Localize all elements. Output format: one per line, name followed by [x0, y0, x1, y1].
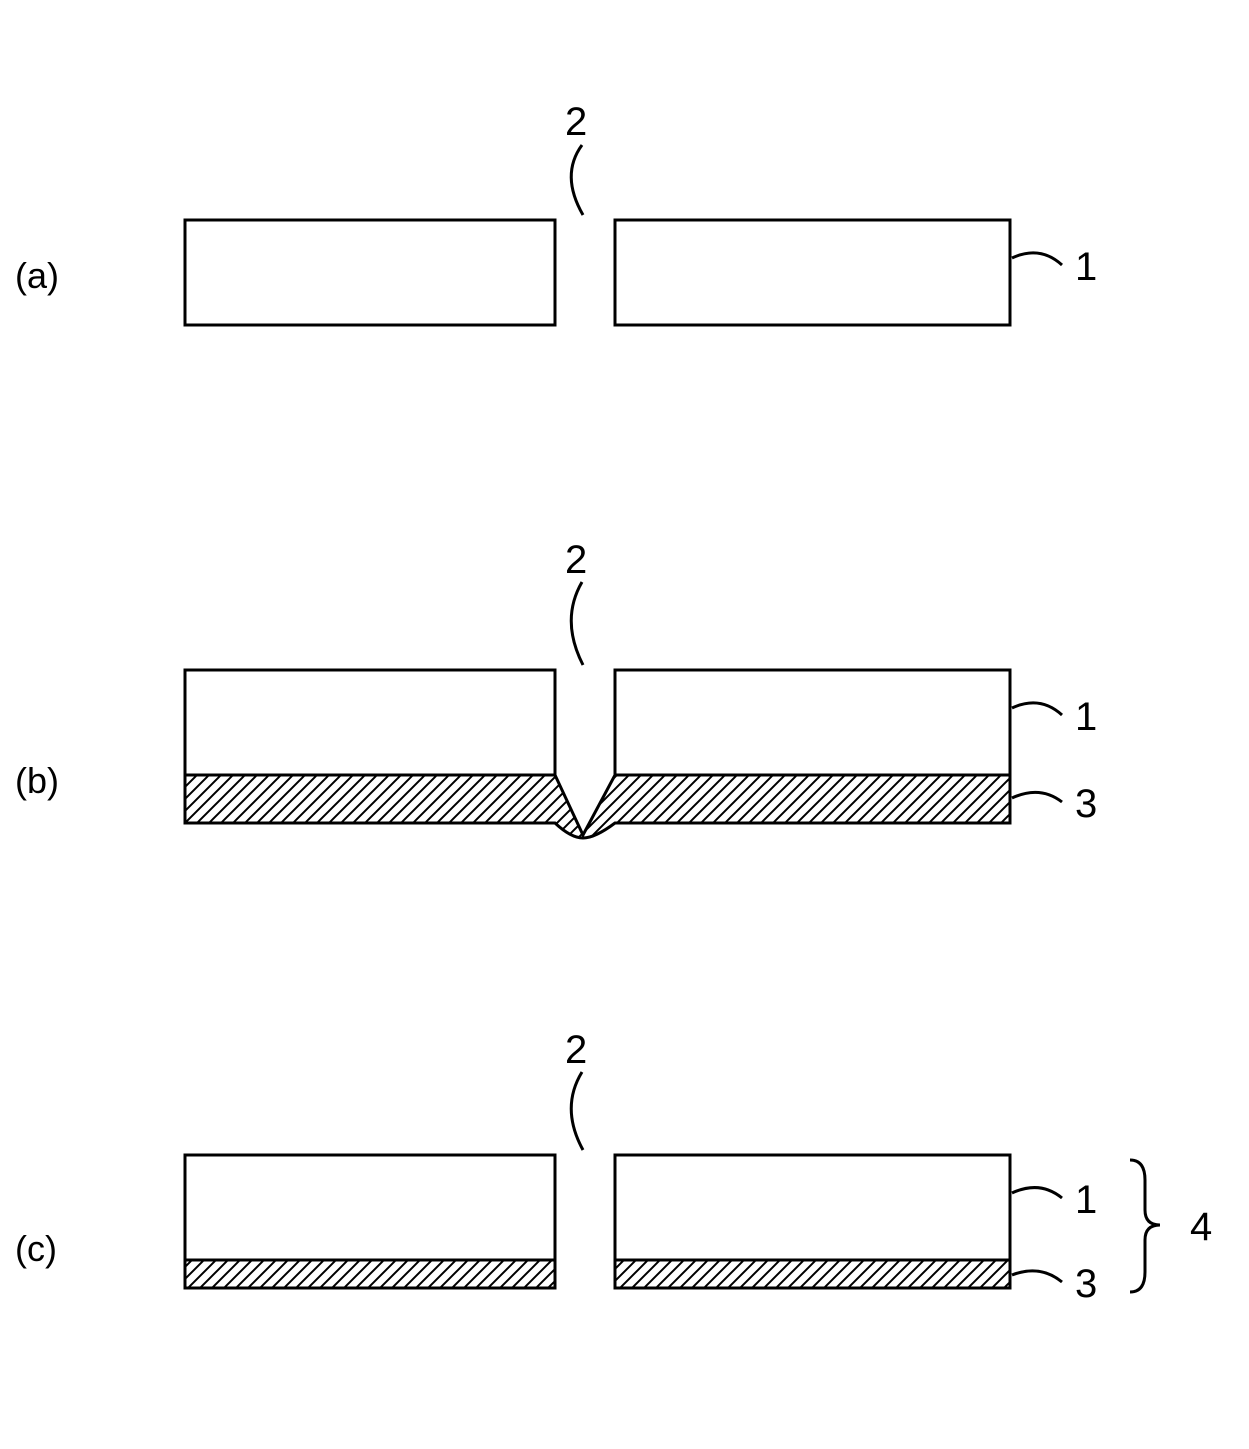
diagram-svg	[0, 0, 1249, 1449]
callout-line-3b	[1012, 792, 1062, 802]
callout-line-2b	[571, 582, 583, 665]
label-2a: 2	[565, 100, 587, 145]
hatched-layer-c-right	[615, 1260, 1010, 1288]
diagram-container: (a) (b) (c) 2 1 2 1 3 2 1 3 4	[0, 0, 1249, 1449]
label-4c: 4	[1190, 1205, 1212, 1250]
rect-a-left	[185, 220, 555, 325]
panel-b	[185, 582, 1062, 838]
hatched-layer-b	[185, 775, 1010, 838]
panel-label-c: (c)	[15, 1228, 57, 1270]
callout-line-1c	[1012, 1188, 1062, 1198]
hatched-layer-c-left	[185, 1260, 555, 1288]
label-1c: 1	[1075, 1178, 1097, 1223]
callout-line-2c	[571, 1072, 583, 1150]
callout-line-3c	[1012, 1271, 1062, 1282]
panel-label-b: (b)	[15, 760, 59, 802]
label-1a: 1	[1075, 245, 1097, 290]
label-1b: 1	[1075, 695, 1097, 740]
label-2c: 2	[565, 1028, 587, 1073]
rect-a-right	[615, 220, 1010, 325]
panel-label-a: (a)	[15, 255, 59, 297]
rect-b-left	[185, 670, 555, 775]
panel-c	[185, 1072, 1160, 1292]
callout-line-1a	[1012, 253, 1062, 265]
label-3c: 3	[1075, 1262, 1097, 1307]
rect-c-right	[615, 1155, 1010, 1260]
brace-4	[1130, 1160, 1160, 1292]
callout-line-1b	[1012, 703, 1062, 715]
panel-a	[185, 145, 1062, 325]
label-2b: 2	[565, 538, 587, 583]
label-3b: 3	[1075, 782, 1097, 827]
rect-c-left	[185, 1155, 555, 1260]
callout-line-2a	[571, 145, 583, 215]
rect-b-right	[615, 670, 1010, 775]
